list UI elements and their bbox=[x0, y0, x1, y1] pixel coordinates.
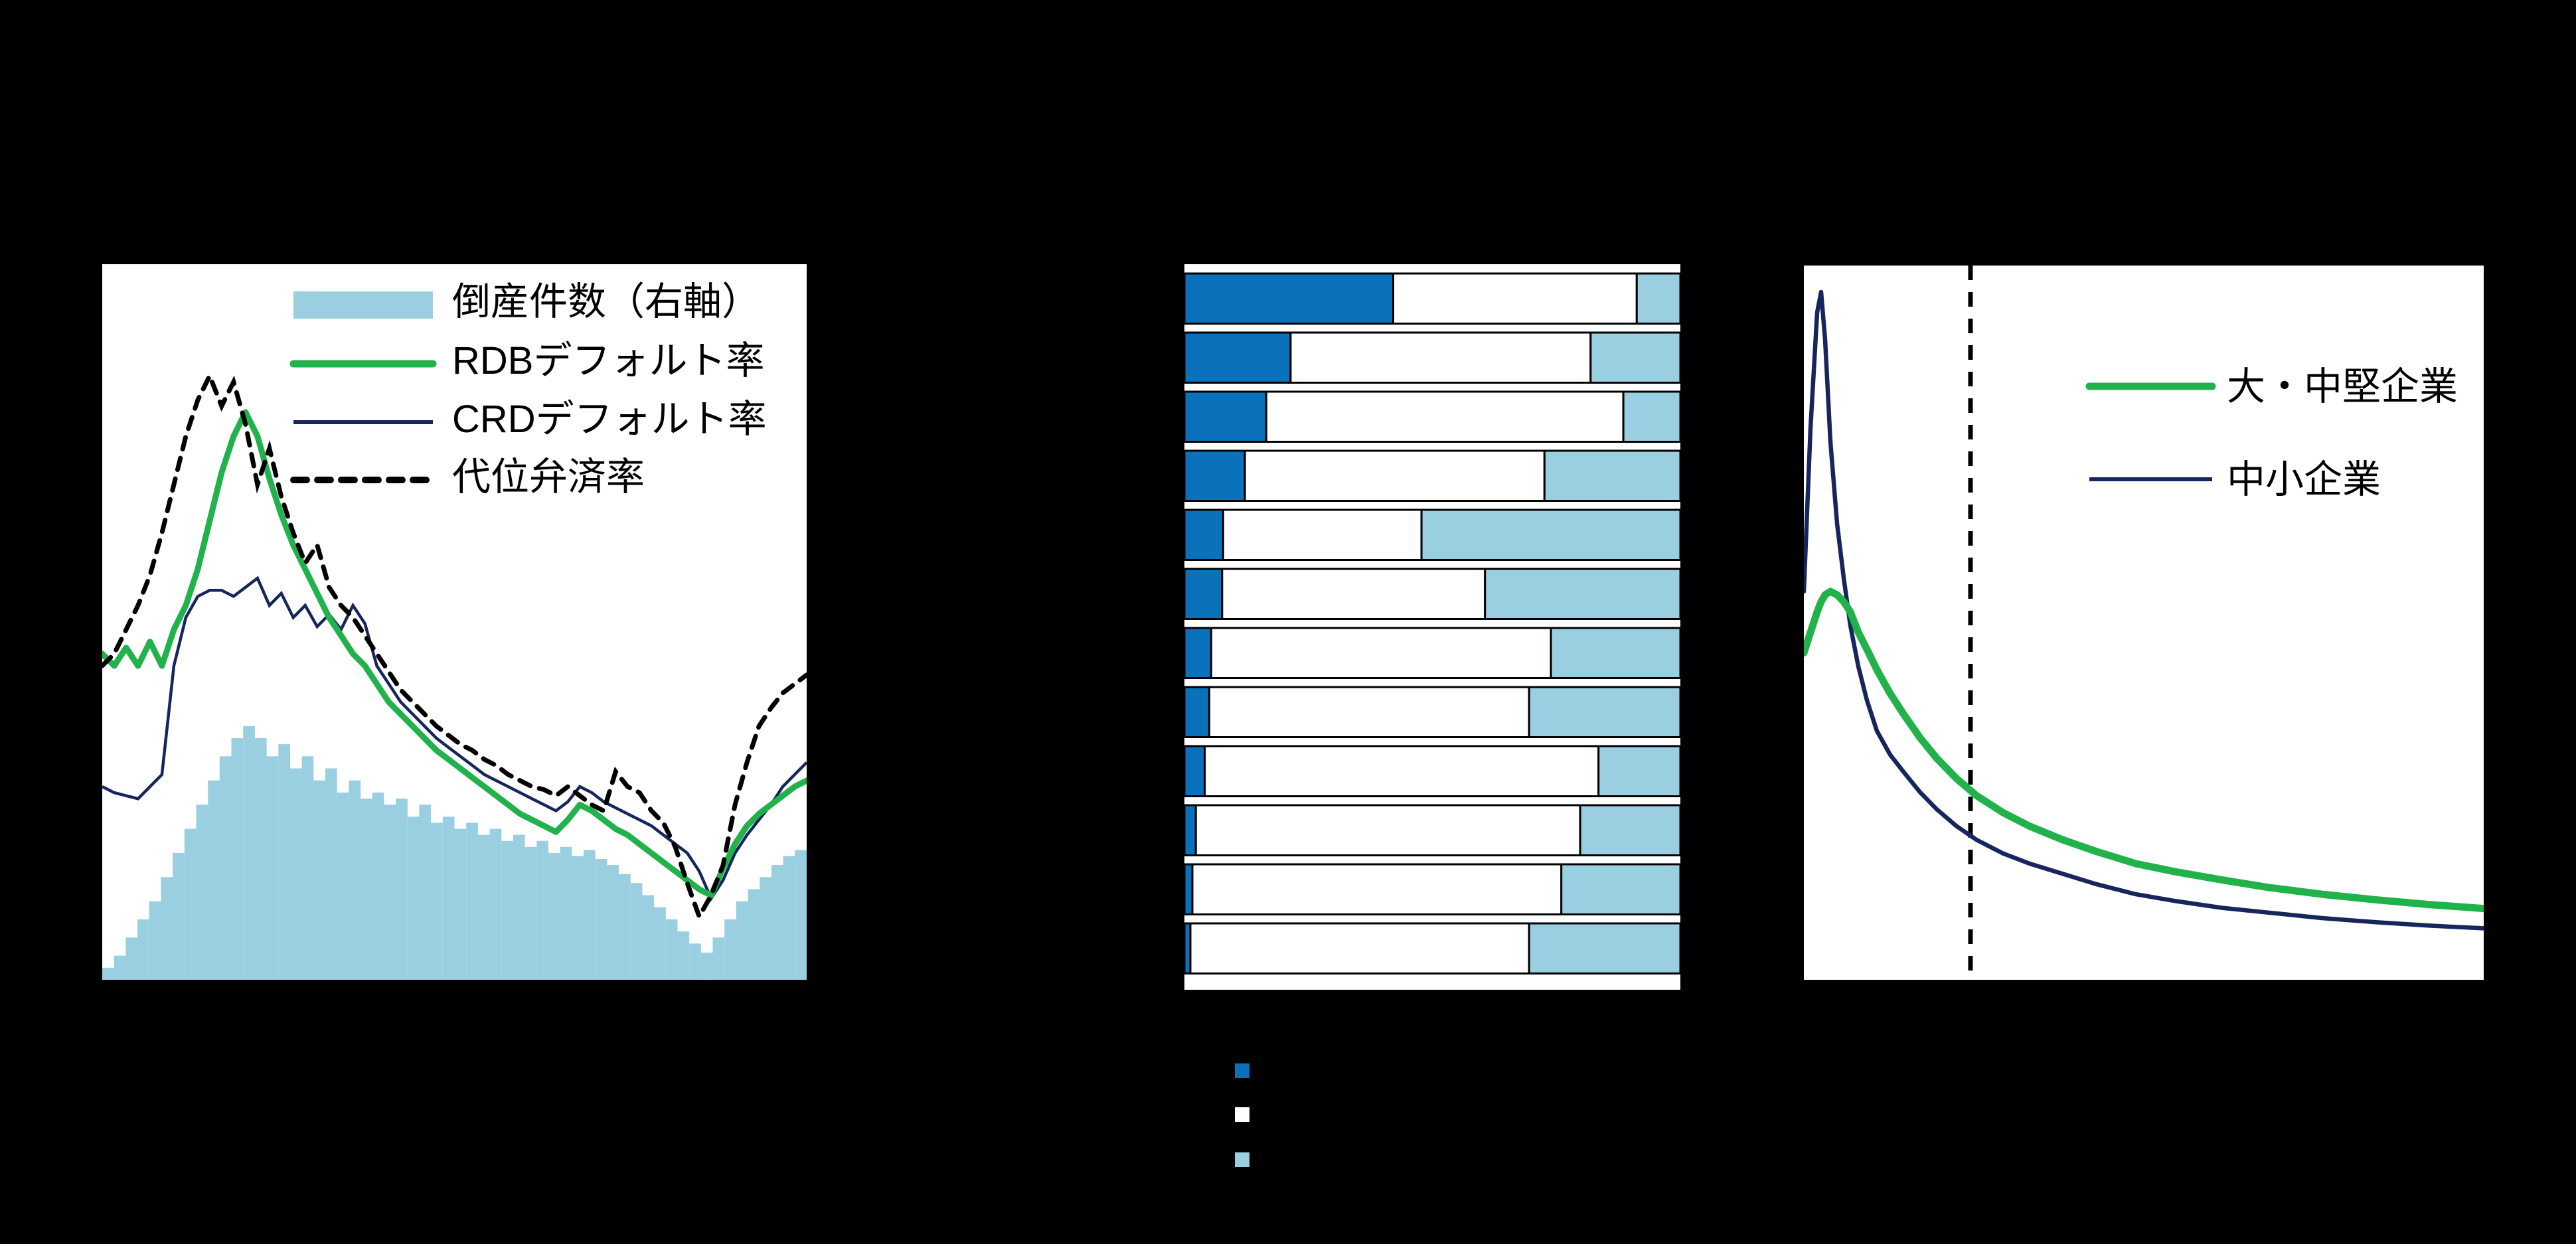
svg-text:代位弁済率: 代位弁済率 bbox=[452, 455, 645, 499]
svg-text:CRDデフォルト率: CRDデフォルト率 bbox=[452, 398, 767, 441]
svg-text:RDBデフォルト率: RDBデフォルト率 bbox=[452, 339, 764, 382]
svg-text:倒産件数（右軸）: 倒産件数（右軸） bbox=[452, 280, 760, 323]
svg-text:大・中堅企業: 大・中堅企業 bbox=[2227, 365, 2458, 408]
svg-text:中小企業: 中小企業 bbox=[2227, 458, 2381, 501]
